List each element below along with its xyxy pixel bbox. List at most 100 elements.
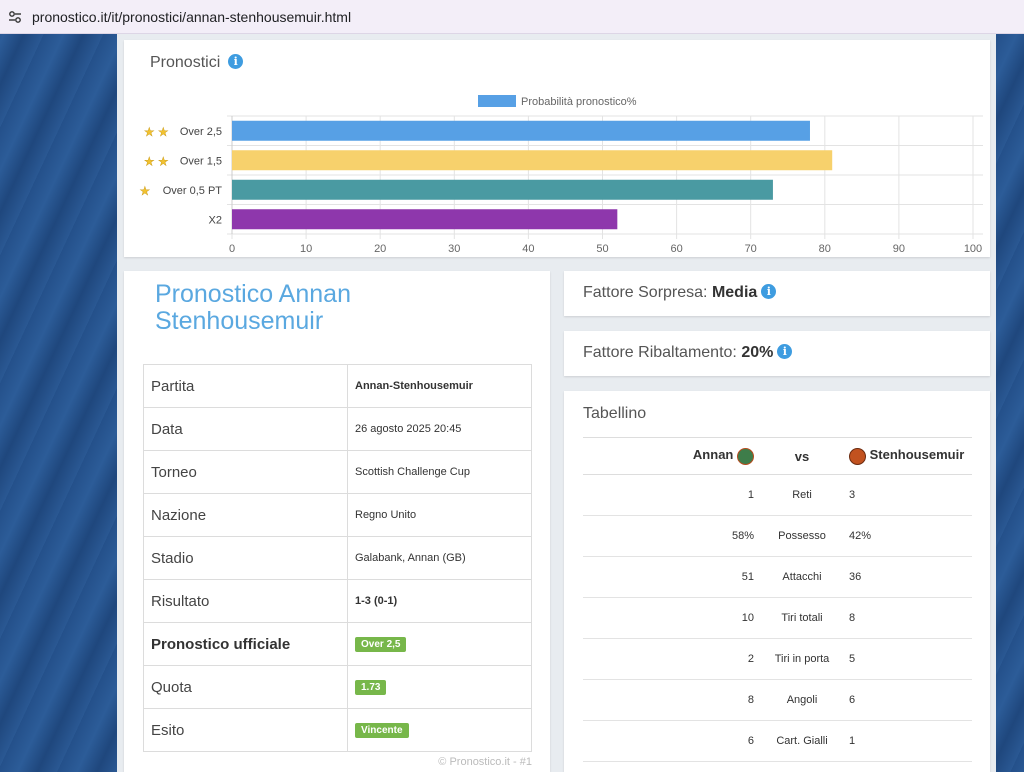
ribaltamento-value: 20%: [741, 344, 774, 361]
home-stat: 6: [583, 720, 756, 762]
stat-label: Reti: [756, 474, 848, 516]
away-stat: 5: [848, 638, 972, 680]
table-row: 8 Angoli 6: [583, 679, 972, 721]
table-row: 51 Attacchi 36: [583, 556, 972, 598]
bar: [232, 179, 773, 200]
url-text[interactable]: pronostico.it/it/pronostici/annan-stenho…: [32, 8, 352, 25]
y-tick-label: Over 2,5: [180, 126, 222, 138]
table-row: Quota 1.73: [143, 665, 532, 709]
away-stat: 1: [848, 720, 972, 762]
match-info-table: Partita Annan-Stenhousemuir Data 26 agosto…: [143, 364, 532, 752]
row-value: Scottish Challenge Cup: [347, 450, 532, 494]
x-tick-label: 80: [819, 243, 831, 255]
home-stat: 2: [583, 638, 756, 680]
row-key: Data: [143, 407, 348, 451]
info-icon[interactable]: i: [761, 283, 777, 299]
x-tick-label: 60: [670, 243, 682, 255]
y-tick-label: X2: [209, 214, 222, 226]
away-stat: 6: [848, 679, 972, 721]
table-row: 2 Tiri in porta 5: [583, 638, 972, 680]
table-row: 6 Cart. Gialli 1: [583, 720, 972, 762]
row-value-cell: Over 2,5: [347, 622, 532, 666]
x-tick-label: 40: [522, 243, 534, 255]
tabellino-card: Tabellino Annan vs Stenhousemuir 1 Reti 3 …: [564, 391, 990, 772]
home-team-name: Annan: [692, 447, 734, 463]
home-stat: 58%: [583, 515, 756, 557]
table-row: 1 Reti 3: [583, 474, 972, 516]
row-key: Quota: [143, 665, 348, 709]
table-row: Pronostico ufficiale Over 2,5: [143, 622, 532, 666]
stat-label: Tiri totali: [756, 597, 848, 639]
row-value: Annan-Stenhousemuir: [347, 364, 532, 408]
pronostici-chart-card: Pronostici i Probabilità pronostico% 0 10 20…: [124, 40, 990, 257]
table-row: 58% Possesso 42%: [583, 515, 972, 557]
odds-badge: 1.73: [355, 679, 387, 695]
home-stat: 51: [583, 556, 756, 598]
row-key: Esito: [143, 708, 348, 752]
row-value-cell: 1.73: [347, 665, 532, 709]
table-row: Data 26 agosto 2025 20:45: [143, 407, 532, 451]
prediction-badge: Over 2,5: [355, 636, 407, 652]
x-tick-label: 70: [745, 243, 757, 255]
tabellino-header: Annan vs Stenhousemuir: [583, 437, 972, 475]
outcome-badge: Vincente: [355, 722, 409, 738]
chart-title-text: Pronostici: [150, 54, 221, 71]
row-key: Risultato: [143, 579, 348, 623]
home-stat: 8: [583, 679, 756, 721]
legend-swatch: [478, 95, 516, 107]
x-tick-label: 20: [374, 243, 386, 255]
info-icon[interactable]: i: [228, 53, 244, 69]
table-row: Torneo Scottish Challenge Cup: [143, 450, 532, 494]
stenhousemuir-logo: [849, 447, 866, 465]
tabellino-table: Annan vs Stenhousemuir 1 Reti 3 58% Possess…: [583, 437, 972, 762]
row-value: Galabank, Annan (GB): [347, 536, 532, 580]
info-icon[interactable]: i: [777, 343, 793, 359]
annan-logo: [737, 447, 754, 465]
table-row: Stadio Galabank, Annan (GB): [143, 536, 532, 580]
row-value-cell: Vincente: [347, 708, 532, 752]
table-row: Partita Annan-Stenhousemuir: [143, 364, 532, 408]
home-stat: 10: [583, 597, 756, 639]
star-icon: ★: [144, 125, 155, 139]
page-content: Pronostici i Probabilità pronostico% 0 10 20…: [117, 34, 996, 772]
sorpresa-label: Fattore Sorpresa:: [583, 284, 708, 301]
row-value: Regno Unito: [347, 493, 532, 537]
ribaltamento-label: Fattore Ribaltamento:: [583, 344, 737, 361]
x-tick-label: 50: [596, 243, 608, 255]
fattore-sorpresa-card: Fattore Sorpresa: Media i: [564, 271, 990, 316]
star-icon: ★: [158, 154, 169, 168]
away-stat: 3: [848, 474, 972, 516]
match-title: Pronostico Annan Stenhousemuir: [155, 280, 351, 335]
home-stat: 1: [583, 474, 756, 516]
star-icon: ★: [158, 125, 169, 139]
stat-label: Tiri in porta: [756, 638, 848, 680]
stat-label: Angoli: [756, 679, 848, 721]
table-row: Risultato 1-3 (0-1): [143, 579, 532, 623]
row-key: Stadio: [143, 536, 348, 580]
stat-label: Possesso: [756, 515, 848, 557]
copyright-text: © Pronostico.it - #1: [438, 756, 532, 768]
y-tick-label: Over 0,5 PT: [163, 185, 223, 197]
browser-address-bar: pronostico.it/it/pronostici/annan-stenho…: [0, 0, 1024, 34]
fattore-ribaltamento-card: Fattore Ribaltamento: 20% i: [564, 331, 990, 376]
away-stat: 8: [848, 597, 972, 639]
bar: [232, 120, 810, 141]
table-row: Nazione Regno Unito: [143, 493, 532, 537]
y-tick-label: Over 1,5: [180, 155, 222, 167]
row-value: 1-3 (0-1): [347, 579, 532, 623]
row-key: Partita: [143, 364, 348, 408]
x-tick-label: 100: [964, 243, 982, 255]
row-key: Torneo: [143, 450, 348, 494]
away-stat: 36: [848, 556, 972, 598]
table-row: 10 Tiri totali 8: [583, 597, 972, 639]
site-settings-icon[interactable]: [8, 10, 22, 24]
pronostici-bar-chart: Probabilità pronostico% 0 10 20 30 40 50 60 70 80…: [139, 95, 983, 255]
x-tick-label: 90: [893, 243, 905, 255]
star-icon: ★: [144, 154, 155, 168]
match-info-card: Pronostico Annan Stenhousemuir Partita An…: [124, 271, 550, 772]
home-team-header: Annan: [583, 437, 756, 475]
x-tick-label: 0: [229, 243, 235, 255]
chart-card-title: Pronostici i: [150, 53, 244, 72]
away-team-name: Stenhousemuir: [869, 447, 965, 463]
stat-label: Attacchi: [756, 556, 848, 598]
